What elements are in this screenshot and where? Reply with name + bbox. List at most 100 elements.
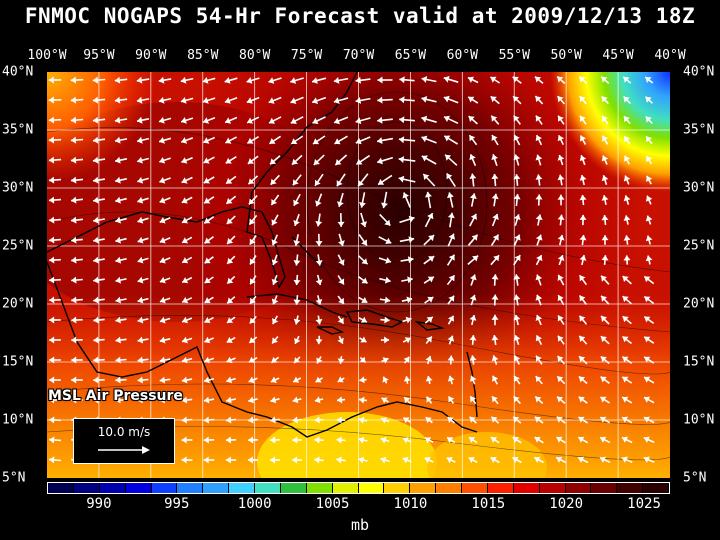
latitude-label: 15°N	[683, 354, 715, 370]
wind-arrow	[312, 116, 326, 125]
wind-arrow	[622, 335, 632, 345]
wind-arrow	[202, 97, 216, 104]
wind-arrow	[557, 294, 565, 306]
wind-arrow	[203, 416, 215, 424]
wind-arrow	[114, 136, 128, 144]
longitude-label: 100°W	[27, 48, 67, 63]
wind-arrow	[159, 336, 171, 344]
wind-arrow	[424, 296, 434, 304]
wind-arrow	[336, 173, 346, 187]
wind-arrow	[225, 456, 237, 464]
wind-arrow	[92, 176, 106, 184]
wind-arrow	[645, 235, 653, 245]
wind-arrow	[579, 135, 587, 145]
wind-arrow	[600, 275, 610, 285]
wind-arrow	[71, 276, 83, 284]
wind-arrow	[378, 236, 392, 244]
latitude-label: 5°N	[2, 470, 26, 486]
wind-arrow	[599, 456, 611, 464]
wind-arrow	[578, 396, 588, 404]
wind-arrow	[380, 436, 390, 444]
wind-arrow	[469, 193, 477, 207]
wind-arrow	[270, 396, 280, 404]
wind-arrow	[447, 335, 455, 345]
wind-arrow	[447, 375, 455, 385]
wind-arrow	[623, 235, 631, 245]
wind-arrow	[181, 376, 193, 384]
latitude-label: 35°N	[2, 122, 34, 138]
wind-arrow	[469, 355, 477, 365]
wind-arrow	[402, 337, 412, 344]
wind-arrow	[535, 254, 543, 266]
wind-arrow	[513, 294, 521, 306]
wind-arrow	[93, 396, 105, 404]
wind-arrow	[270, 416, 280, 424]
wind-arrow	[358, 296, 368, 304]
color-bar-cell	[332, 483, 359, 493]
wind-arrow	[380, 336, 390, 344]
wind-arrow	[376, 156, 394, 165]
wind-arrow	[93, 376, 105, 384]
wind-arrow	[557, 214, 565, 226]
wind-arrow	[159, 257, 171, 264]
wind-arrow	[535, 375, 543, 385]
wind-arrow	[578, 335, 588, 345]
wind-arrow	[623, 135, 631, 145]
wind-arrow	[645, 135, 653, 145]
color-bar-cell	[73, 483, 100, 493]
wind-arrow	[48, 116, 62, 124]
wind-arrow	[355, 76, 371, 84]
wind-arrow	[535, 174, 543, 186]
wind-arrow	[644, 76, 654, 84]
color-bar-cell	[203, 483, 230, 493]
wind-arrow	[203, 436, 215, 444]
wind-arrow	[444, 154, 458, 166]
wind-arrow	[643, 416, 655, 424]
wind-arrow	[247, 456, 259, 464]
wind-arrow	[579, 174, 587, 186]
wind-arrow	[271, 254, 279, 266]
wind-arrow	[643, 315, 655, 325]
wind-arrow	[203, 356, 215, 364]
longitude-label: 60°W	[446, 48, 478, 63]
wind-arrow	[468, 436, 478, 444]
wind-arrow	[49, 356, 61, 364]
wind-arrow	[491, 355, 499, 365]
wind-arrow	[336, 396, 346, 404]
wind-arrow	[358, 276, 368, 284]
wind-arrow	[115, 376, 127, 384]
color-bar-cell	[539, 483, 566, 493]
wind-arrow	[314, 436, 324, 444]
wind-arrow	[181, 256, 193, 264]
wind-arrow	[48, 136, 62, 144]
wind-arrow	[333, 97, 349, 104]
wind-arrow	[71, 376, 83, 384]
longitude-label: 40°W	[654, 48, 686, 63]
wind-arrow	[400, 256, 414, 264]
wind-arrow	[269, 456, 281, 464]
wind-arrow	[399, 116, 415, 124]
wind-arrow	[93, 256, 105, 264]
wind-arrow	[621, 376, 633, 384]
wind-arrow	[447, 192, 454, 208]
wind-arrow	[556, 95, 566, 105]
wind-arrow	[338, 233, 345, 247]
wind-arrow	[315, 193, 323, 207]
wind-arrow	[290, 96, 304, 104]
wind-arrow	[137, 336, 149, 344]
wind-arrow	[491, 213, 499, 227]
wind-arrow	[115, 276, 127, 284]
wind-arrow	[268, 77, 282, 84]
wind-arrow	[315, 295, 323, 305]
wind-arrow	[622, 275, 632, 285]
wind-arrow	[248, 336, 258, 344]
color-bar-cell	[99, 483, 126, 493]
wind-arrow	[204, 316, 214, 324]
wind-arrow	[467, 234, 479, 246]
wind-arrow	[271, 234, 279, 246]
wind-arrow	[48, 96, 62, 104]
wind-arrow	[203, 196, 215, 204]
wind-arrow	[249, 295, 257, 305]
wind-arrow	[337, 315, 345, 325]
wind-arrow	[49, 236, 61, 244]
